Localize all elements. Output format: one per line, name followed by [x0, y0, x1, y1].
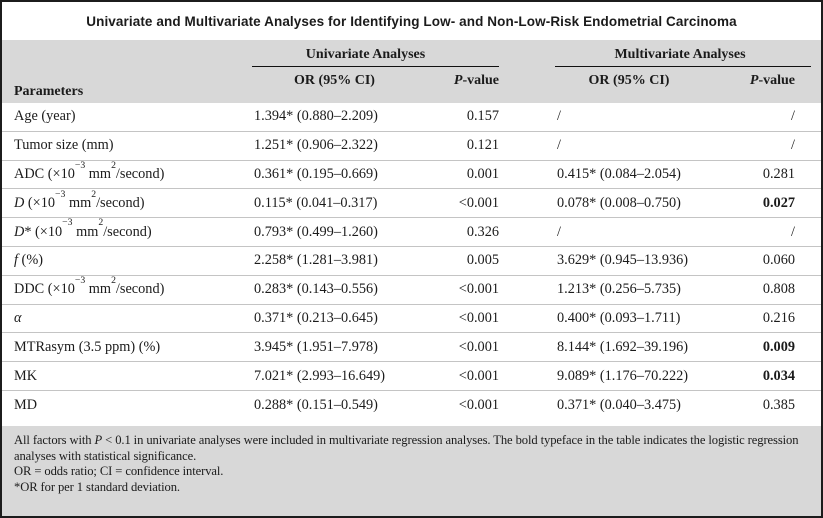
- uni-or-cell: 0.361* (0.195–0.669): [254, 165, 378, 182]
- multi-p-cell: 0.060: [762, 252, 795, 269]
- table-row: D (×10−3 mm2/second) 0.115* (0.041–0.317…: [2, 188, 821, 219]
- uni-or-cell: 1.251* (0.906–2.322): [254, 137, 378, 154]
- table-header: Univariate Analyses Multivariate Analyse…: [2, 40, 821, 103]
- multi-or-cell: 8.144* (1.692–39.196): [557, 338, 689, 355]
- univariate-analyses-label: Univariate Analyses: [305, 47, 426, 62]
- uni-p-cell: 0.326: [466, 223, 499, 240]
- multi-p-cell: 0.281: [762, 165, 795, 182]
- footnote-asterisk: *OR for per 1 standard deviation.: [14, 480, 180, 495]
- column-header-or-multivariate: OR (95% CI): [588, 73, 670, 88]
- column-header-row: OR (95% CI) P-value OR (95% CI) P-value: [2, 73, 821, 89]
- uni-p-cell: 0.121: [466, 137, 499, 154]
- uni-or-cell: 7.021* (2.993–16.649): [254, 367, 386, 384]
- param-cell: ADC (×10−3 mm2/second): [14, 159, 165, 182]
- multi-or-cell: /: [557, 223, 561, 240]
- param-cell: D* (×10−3 mm2/second): [14, 217, 152, 240]
- multi-or-cell: /: [557, 137, 561, 154]
- param-cell: Tumor size (mm): [14, 137, 114, 154]
- footnote-abbreviations: OR = odds ratio; CI = confidence interva…: [14, 464, 224, 479]
- multi-p-cell: /: [791, 223, 795, 240]
- multi-or-cell: 0.078* (0.008–0.750): [557, 194, 681, 211]
- uni-p-cell: <0.001: [458, 367, 499, 384]
- uni-p-cell: <0.001: [458, 338, 499, 355]
- multi-p-cell: /: [791, 137, 795, 154]
- param-cell: MTRasym (3.5 ppm) (%): [14, 338, 161, 355]
- param-cell: Age (year): [14, 108, 76, 125]
- multivariate-underline-rule: [555, 66, 811, 67]
- table-title: Univariate and Multivariate Analyses for…: [2, 2, 821, 40]
- multi-or-cell: /: [557, 108, 561, 125]
- multi-p-cell: 0.009: [762, 338, 795, 355]
- column-header-or-univariate: OR (95% CI): [294, 73, 375, 88]
- multi-p-cell: /: [791, 108, 795, 125]
- group-header-univariate: Univariate Analyses: [232, 47, 499, 67]
- uni-p-cell: <0.001: [458, 194, 499, 211]
- table-row: α 0.371* (0.213–0.645) <0.001 0.400* (0.…: [2, 305, 821, 334]
- uni-p-cell: <0.001: [458, 309, 499, 326]
- multi-p-cell: 0.216: [762, 309, 795, 326]
- uni-or-cell: 0.793* (0.499–1.260): [254, 223, 378, 240]
- uni-p-cell: 0.157: [466, 108, 499, 125]
- column-header-pvalue-multivariate: P-value: [749, 73, 795, 88]
- table-row: MK 7.021* (2.993–16.649) <0.001 9.089* (…: [2, 362, 821, 391]
- multivariate-analyses-label: Multivariate Analyses: [614, 47, 746, 62]
- group-header-row: Univariate Analyses Multivariate Analyse…: [2, 47, 821, 67]
- table-row: D* (×10−3 mm2/second) 0.793* (0.499–1.26…: [2, 218, 821, 247]
- multi-p-cell: 0.027: [762, 194, 795, 211]
- multi-or-cell: 0.371* (0.040–3.475): [557, 396, 681, 413]
- table-row: MD 0.288* (0.151–0.549) <0.001 0.371* (0…: [2, 391, 821, 420]
- table-row: f (%) 2.258* (1.281–3.981) 0.005 3.629* …: [2, 247, 821, 276]
- multi-or-cell: 0.415* (0.084–2.054): [557, 165, 681, 182]
- group-header-multivariate: Multivariate Analyses: [539, 47, 821, 67]
- column-header-pvalue-univariate: P-value: [453, 73, 499, 88]
- univariate-underline-rule: [252, 66, 499, 67]
- uni-or-cell: 1.394* (0.880–2.209): [254, 108, 378, 125]
- multi-p-cell: 0.385: [762, 396, 795, 413]
- param-cell: D (×10−3 mm2/second): [14, 188, 145, 211]
- uni-or-cell: 3.945* (1.951–7.978): [254, 338, 378, 355]
- uni-or-cell: 0.115* (0.041–0.317): [254, 194, 378, 211]
- uni-or-cell: 0.371* (0.213–0.645): [254, 309, 378, 326]
- param-cell: α: [14, 309, 22, 326]
- footnotes: All factors with P < 0.1 in univariate a…: [2, 425, 821, 516]
- table-row: Age (year) 1.394* (0.880–2.209) 0.157 / …: [2, 103, 821, 132]
- table-row: DDC (×10−3 mm2/second) 0.283* (0.143–0.5…: [2, 276, 821, 305]
- uni-or-cell: 0.288* (0.151–0.549): [254, 396, 378, 413]
- footnote-inclusion-criteria: All factors with P < 0.1 in univariate a…: [14, 432, 799, 463]
- table-row: Tumor size (mm) 1.251* (0.906–2.322) 0.1…: [2, 132, 821, 161]
- uni-p-cell: 0.001: [466, 165, 499, 182]
- table-body: Age (year) 1.394* (0.880–2.209) 0.157 / …: [2, 103, 821, 426]
- multi-or-cell: 1.213* (0.256–5.735): [557, 281, 681, 298]
- multi-or-cell: 0.400* (0.093–1.711): [557, 309, 681, 326]
- param-cell: MD: [14, 396, 38, 413]
- uni-or-cell: 2.258* (1.281–3.981): [254, 252, 378, 269]
- uni-p-cell: <0.001: [458, 281, 499, 298]
- uni-p-cell: <0.001: [458, 396, 499, 413]
- multi-p-cell: 0.808: [762, 281, 795, 298]
- multi-or-cell: 9.089* (1.176–70.222): [557, 367, 689, 384]
- column-header-parameters: Parameters: [14, 84, 84, 99]
- param-cell: MK: [14, 367, 38, 384]
- uni-p-cell: 0.005: [466, 252, 499, 269]
- uni-or-cell: 0.283* (0.143–0.556): [254, 281, 378, 298]
- table-row: ADC (×10−3 mm2/second) 0.361* (0.195–0.6…: [2, 159, 821, 190]
- table-row: MTRasym (3.5 ppm) (%) 3.945* (1.951–7.97…: [2, 333, 821, 363]
- multi-p-cell: 0.034: [762, 367, 795, 384]
- param-cell: f (%): [14, 252, 43, 269]
- multi-or-cell: 3.629* (0.945–13.936): [557, 252, 689, 269]
- param-cell: DDC (×10−3 mm2/second): [14, 275, 165, 298]
